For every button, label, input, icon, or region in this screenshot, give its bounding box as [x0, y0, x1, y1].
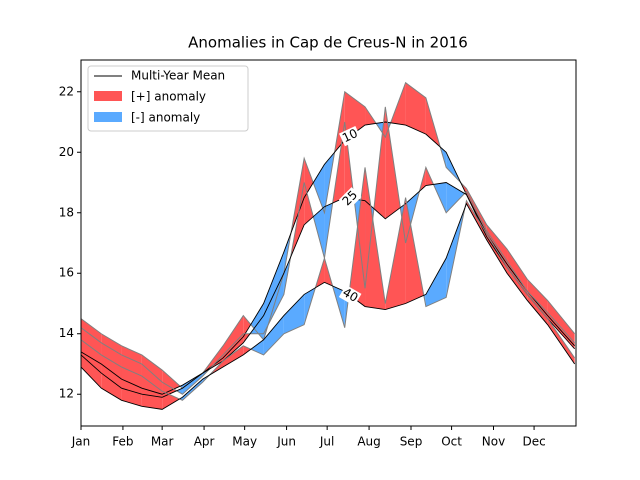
x-tick-label: Jun — [276, 435, 296, 449]
depth-label: 10 — [339, 125, 362, 147]
positive-anomaly — [243, 345, 251, 355]
x-tick-label: Aug — [357, 435, 380, 449]
legend-box — [87, 65, 249, 132]
depth-label: 25 — [338, 187, 362, 210]
negative-anomaly — [182, 373, 203, 395]
positive-anomaly — [223, 345, 244, 368]
negative-anomaly — [182, 379, 203, 401]
positive-anomaly — [141, 376, 163, 410]
x-tick-label: Feb — [112, 435, 133, 449]
legend-label: Multi-Year Mean — [131, 69, 225, 83]
negative-anomaly — [313, 206, 325, 259]
x-tick-label: Nov — [482, 435, 505, 449]
depth-label-bg — [338, 284, 362, 306]
mean-line — [80, 182, 575, 398]
y-tick-label: 12 — [59, 387, 74, 401]
positive-anomaly — [121, 367, 142, 407]
axes-frame — [80, 59, 577, 427]
x-tick-label: Mar — [151, 435, 174, 449]
positive-anomaly — [304, 158, 314, 198]
y-tick-label: 22 — [59, 84, 74, 98]
y-tick-label: 20 — [59, 145, 74, 159]
x-tick-label: May — [232, 435, 257, 449]
negative-anomaly — [176, 388, 183, 395]
negative-anomaly — [446, 182, 465, 213]
positive-anomaly — [507, 267, 528, 301]
depth-label: 40 — [338, 284, 362, 306]
y-tick-label: 18 — [59, 205, 74, 219]
legend-pos-swatch — [94, 91, 122, 101]
negative-anomaly — [263, 315, 284, 355]
positive-anomaly — [507, 249, 528, 292]
negative-anomaly — [313, 164, 325, 213]
observed-line — [80, 81, 576, 389]
y-tick-label: 16 — [59, 266, 74, 280]
positive-anomaly — [405, 82, 426, 135]
legend-neg-swatch — [94, 112, 122, 122]
depth-label-bg — [338, 187, 362, 210]
depth-label-text: 10 — [340, 126, 360, 145]
observed-line — [80, 167, 576, 401]
negative-anomaly — [283, 294, 305, 334]
negative-anomaly — [250, 339, 264, 355]
positive-anomaly — [101, 354, 122, 401]
x-tick-label: Sep — [400, 435, 423, 449]
positive-anomaly — [547, 300, 575, 346]
positive-anomaly — [527, 294, 548, 325]
x-tick-label: Jan — [71, 435, 91, 449]
depth-label-text: 40 — [340, 285, 360, 305]
negative-anomaly — [425, 258, 447, 307]
positive-anomaly — [243, 315, 251, 337]
positive-anomaly — [527, 279, 548, 316]
x-tick-label: Oct — [441, 435, 462, 449]
positive-anomaly — [223, 315, 244, 358]
positive-anomaly — [344, 91, 366, 141]
chart-title: Anomalies in Cap de Creus-N in 2016 — [188, 34, 468, 52]
mean-line — [80, 202, 576, 410]
y-tick-label: 14 — [59, 326, 74, 340]
x-tick-label: Apr — [194, 435, 215, 449]
positive-anomaly — [547, 318, 575, 364]
legend-label: [+] anomaly — [131, 90, 206, 104]
x-tick-label: Dec — [522, 435, 545, 449]
depth-label-bg — [339, 125, 362, 147]
legend-label: [-] anomaly — [131, 111, 200, 125]
x-tick-label: Jul — [319, 435, 334, 449]
